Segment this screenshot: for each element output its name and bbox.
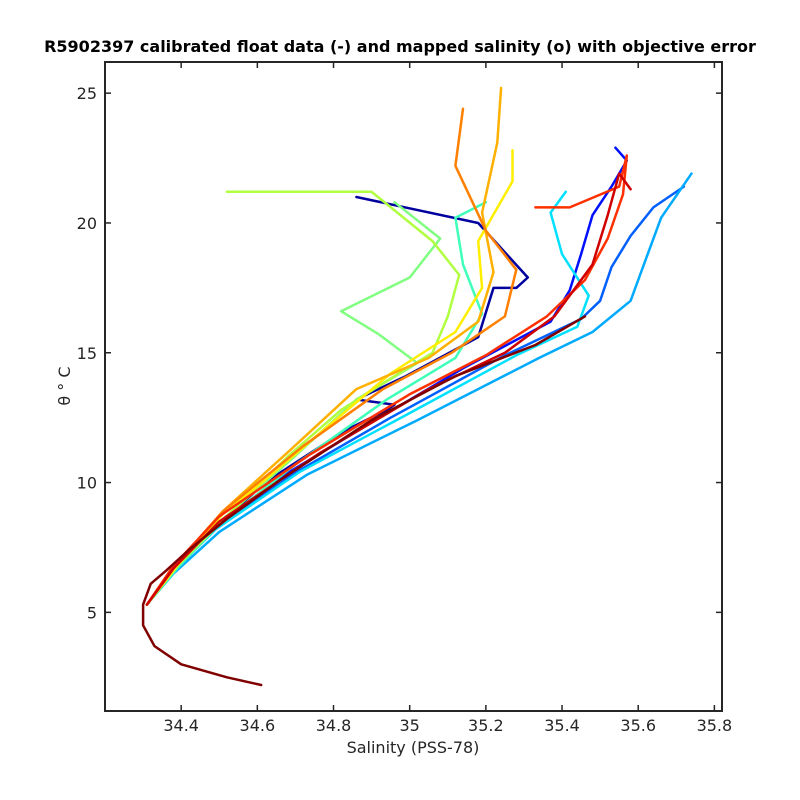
- x-tick-label: 35.4: [544, 716, 580, 735]
- x-tick-label: 35.2: [468, 716, 504, 735]
- y-tick-label: 5: [87, 603, 97, 622]
- x-axis: 34.4 34.6 34.8 35 35.2 35.4 35.6 35.8: [163, 62, 732, 735]
- y-axis: 5 10 15 20 25: [77, 84, 722, 622]
- x-tick-label: 35.8: [697, 716, 733, 735]
- x-tick-label: 35.6: [620, 716, 656, 735]
- chart-title: R5902397 calibrated float data (-) and m…: [44, 37, 756, 56]
- series-line-13: [141, 315, 587, 687]
- y-tick-label: 15: [77, 344, 97, 363]
- x-tick-label: 34.4: [163, 716, 199, 735]
- y-tick-label: 20: [77, 214, 97, 233]
- x-tick-label: 34.8: [316, 716, 352, 735]
- y-axis-label: θ ° C: [55, 366, 74, 405]
- y-tick-label: 25: [77, 84, 97, 103]
- series-group: [141, 86, 693, 687]
- y-tick-label: 10: [77, 474, 97, 493]
- series-line-3: [145, 172, 693, 606]
- x-tick-label: 35: [400, 716, 420, 735]
- series-line-11: [145, 154, 629, 606]
- x-tick-label: 34.6: [240, 716, 276, 735]
- plot-frame: [104, 61, 723, 712]
- x-axis-label: Salinity (PSS-78): [347, 738, 480, 757]
